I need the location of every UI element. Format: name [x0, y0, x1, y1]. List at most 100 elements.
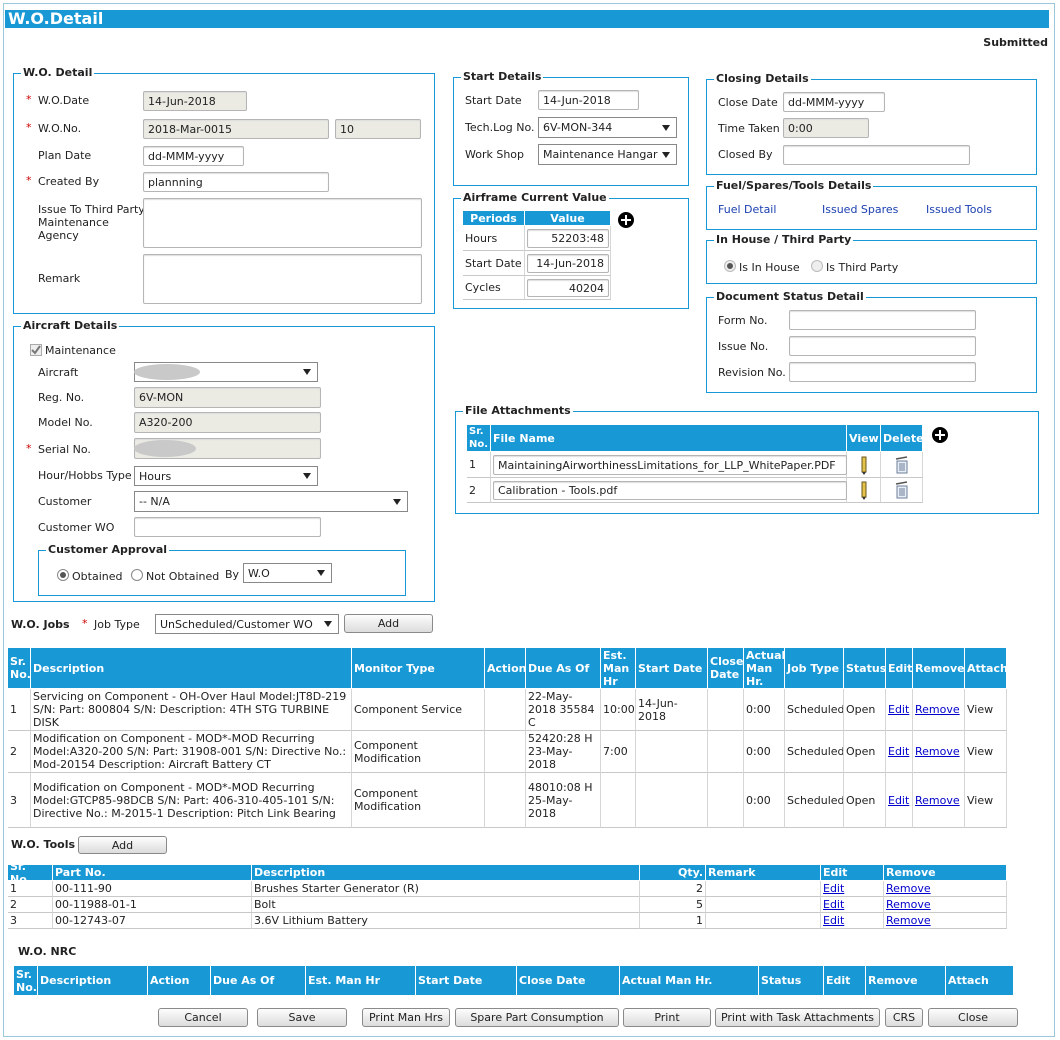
label: By	[225, 568, 240, 581]
textarea[interactable]	[143, 254, 422, 304]
link[interactable]: Issued Tools	[926, 203, 993, 216]
button[interactable]: CRS	[885, 1008, 923, 1027]
button[interactable]: Save	[257, 1008, 347, 1027]
table-cell: Servicing on Component - OH-Over Haul Mo…	[31, 689, 352, 731]
label: W.O.Date	[38, 94, 90, 107]
table-header: Description	[252, 865, 640, 881]
table-header: View	[847, 425, 881, 452]
tech-log[interactable]: 6V-MON-344	[538, 117, 677, 138]
button[interactable]: Add	[78, 836, 167, 854]
add-icon[interactable]	[932, 427, 948, 443]
table-cell: View	[965, 731, 1007, 773]
legend: Closing Details	[714, 72, 811, 86]
add-icon[interactable]	[618, 212, 634, 228]
button[interactable]: Print Man Hrs	[362, 1008, 450, 1027]
customer-wo[interactable]	[134, 517, 321, 537]
view-icon[interactable]	[849, 479, 878, 501]
link[interactable]: Edit	[821, 881, 884, 897]
legend: In House / Third Party	[714, 233, 854, 247]
table-cell	[847, 478, 881, 503]
value-input[interactable]: 14-Jun-2018	[527, 254, 609, 273]
table-header: Sr. No.	[467, 425, 491, 452]
value-input[interactable]: 52203:48	[527, 229, 609, 248]
table-header: Monitor Type	[352, 648, 485, 689]
document-field[interactable]	[789, 310, 976, 330]
delete-icon[interactable]	[883, 479, 920, 501]
link[interactable]: Remove	[913, 773, 965, 828]
link[interactable]: Issued Spares	[822, 203, 899, 216]
table-cell: 00-12743-07	[53, 913, 252, 929]
required-mark: *	[82, 617, 88, 630]
link[interactable]: Remove	[913, 731, 965, 773]
required-mark: *	[26, 174, 32, 187]
table-cell: Scheduled	[785, 731, 844, 773]
wo-no-suffix[interactable]: 10	[335, 119, 421, 139]
approved-by[interactable]: W.O	[243, 563, 332, 583]
wo-date[interactable]: 14-Jun-2018	[143, 91, 247, 111]
job-type[interactable]: UnScheduled/Customer WO	[155, 614, 339, 634]
table-header: Start Date	[636, 648, 708, 689]
table-cell: 1	[8, 881, 53, 897]
link[interactable]: Edit	[886, 689, 913, 731]
table-cell	[708, 689, 744, 731]
table-cell: 1	[467, 452, 491, 478]
button[interactable]: Add	[344, 614, 433, 633]
document-field[interactable]	[789, 362, 976, 382]
model-no[interactable]: A320-200	[134, 412, 321, 433]
table-header: Start Date	[416, 966, 517, 996]
table-header: Action	[485, 648, 526, 689]
table-cell: 2	[8, 897, 53, 913]
table-header: Edit	[886, 648, 913, 689]
closed-by[interactable]	[783, 145, 970, 165]
link[interactable]: Edit	[886, 731, 913, 773]
value-input[interactable]: 40204	[527, 279, 609, 297]
label: Model No.	[38, 416, 93, 429]
fieldset	[706, 79, 1037, 175]
document-field[interactable]	[789, 336, 976, 356]
customer[interactable]: -- N/A	[134, 491, 408, 512]
radio[interactable]	[131, 569, 143, 581]
link[interactable]: Remove	[884, 897, 1007, 913]
label: Not Obtained	[146, 570, 220, 583]
link[interactable]: Fuel Detail	[718, 203, 777, 216]
table-cell: 3	[8, 773, 31, 828]
link[interactable]: Edit	[821, 897, 884, 913]
label: Form No.	[718, 314, 768, 327]
button[interactable]: Spare Part Consumption	[455, 1008, 619, 1027]
time-taken[interactable]: 0:00	[783, 118, 869, 138]
close-date[interactable]: dd-MMM-yyyy	[783, 92, 885, 112]
table-header: Remove	[913, 648, 965, 689]
wo-no[interactable]: 2018-Mar-0015	[143, 119, 329, 139]
fieldset	[38, 550, 406, 596]
header-bar	[5, 10, 1049, 28]
link[interactable]: Remove	[884, 913, 1007, 929]
radio[interactable]	[724, 260, 736, 272]
created-by[interactable]: plannning	[143, 172, 329, 192]
button[interactable]: Close	[928, 1008, 1018, 1027]
table-cell: 14-Jun-2018	[636, 689, 708, 731]
hour-type[interactable]: Hours	[134, 466, 318, 486]
link[interactable]: Remove	[884, 881, 1007, 897]
work-shop[interactable]: Maintenance Hangar	[538, 144, 677, 165]
button[interactable]: Print with Task Attachments	[715, 1008, 880, 1027]
radio[interactable]	[57, 569, 69, 581]
file-name[interactable]: Calibration - Tools.pdf	[493, 481, 847, 500]
start-date[interactable]: 14-Jun-2018	[538, 90, 639, 110]
view-icon[interactable]	[849, 454, 878, 476]
textarea[interactable]	[143, 198, 422, 248]
plan-date[interactable]: dd-MMM-yyyy	[143, 146, 244, 166]
table-header: Status	[759, 966, 824, 996]
link[interactable]: Remove	[913, 689, 965, 731]
table-cell	[485, 731, 526, 773]
table-header: Remark	[706, 865, 821, 881]
link[interactable]: Edit	[886, 773, 913, 828]
file-name[interactable]: MaintainingAirworthinessLimitations_for_…	[493, 455, 847, 475]
label: Job Type	[94, 618, 140, 631]
radio[interactable]	[811, 260, 823, 272]
reg-no[interactable]: 6V-MON	[134, 387, 321, 408]
button[interactable]: Cancel	[158, 1008, 248, 1027]
table-cell: Modification on Component - MOD*-MOD Rec…	[31, 731, 352, 773]
button[interactable]: Print	[623, 1008, 711, 1027]
delete-icon[interactable]	[883, 454, 920, 476]
link[interactable]: Edit	[821, 913, 884, 929]
